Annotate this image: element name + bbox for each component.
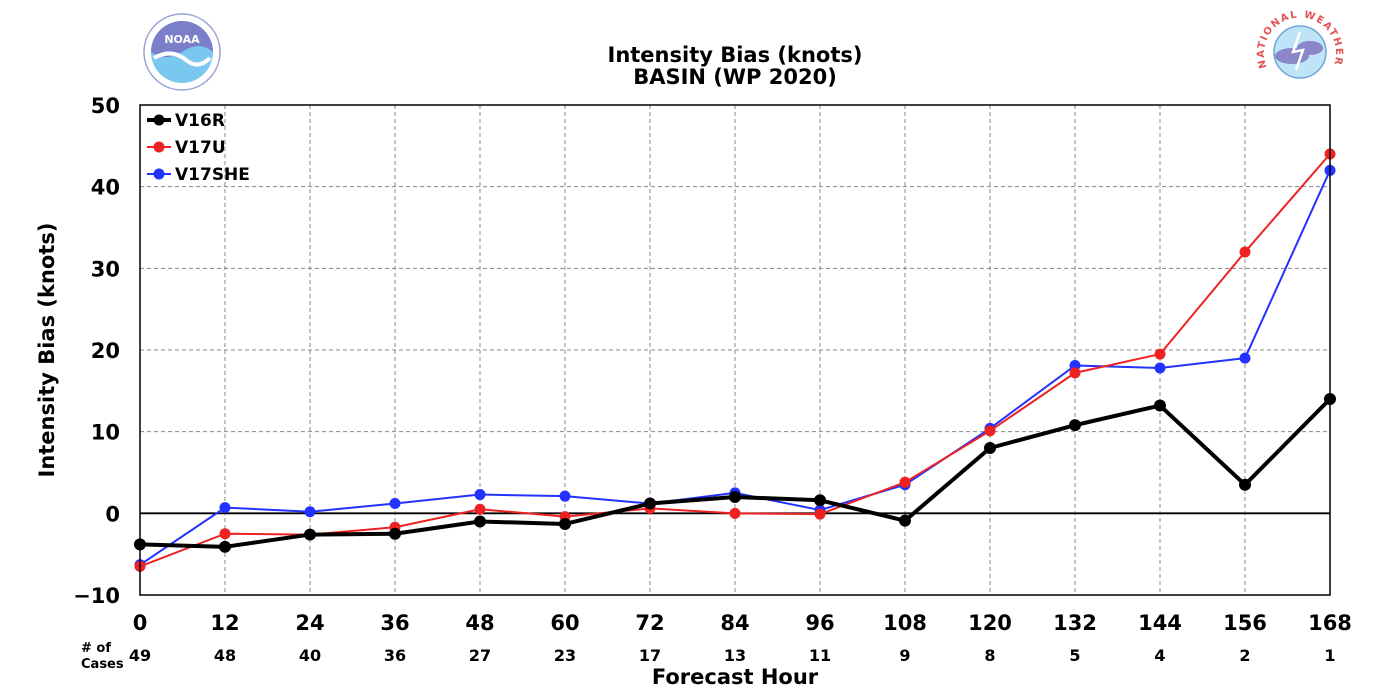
plot-frame — [139, 104, 1331, 596]
y-tick-label: 10 — [91, 421, 120, 445]
data-point-v16r — [814, 494, 826, 507]
y-tick-label: 50 — [91, 94, 120, 118]
x-tick-label: 72 — [635, 611, 664, 635]
chart-subtitle: BASIN (WP 2020) — [633, 65, 837, 89]
cases-count: 49 — [129, 646, 151, 665]
cases-row: 49 48 40 36 27 23 17 13 11 9 8 5 4 2 1 — [129, 646, 1336, 665]
data-point-v17u — [474, 503, 486, 515]
y-tick-label: 20 — [91, 339, 120, 363]
noaa-logo-icon: NOAA — [143, 13, 221, 91]
x-tick-label: 12 — [210, 611, 239, 635]
y-tick-label: −10 — [73, 584, 120, 608]
x-tick-label: 48 — [465, 611, 494, 635]
cases-count: 27 — [469, 646, 491, 665]
data-point-v17she — [304, 506, 316, 518]
data-point-v17u — [814, 508, 826, 520]
data-point-v16r — [644, 497, 656, 510]
data-point-v17u — [219, 528, 231, 540]
data-point-v17she — [219, 502, 231, 514]
y-tick-label: 40 — [91, 176, 120, 200]
data-point-v17she — [1154, 362, 1166, 374]
data-point-v17she — [474, 489, 486, 501]
noaa-logo-text: NOAA — [164, 33, 200, 46]
x-tick-label: 60 — [550, 611, 579, 635]
cases-count: 40 — [299, 646, 321, 665]
y-tick-label: 0 — [105, 502, 120, 526]
cases-count: 48 — [214, 646, 236, 665]
y-tick-label: 30 — [91, 257, 120, 281]
cases-count: 17 — [639, 646, 661, 665]
cases-count: 5 — [1069, 646, 1080, 665]
legend-marker-v17she — [153, 168, 165, 180]
cases-count: 8 — [984, 646, 995, 665]
x-tick-label: 84 — [720, 611, 749, 635]
x-tick-label: 108 — [883, 611, 927, 635]
legend-marker-v17u — [153, 141, 165, 153]
data-point-v17u — [899, 476, 911, 488]
data-point-v16r — [219, 540, 231, 553]
data-point-v17u — [984, 425, 996, 437]
x-tick-label: 156 — [1223, 611, 1267, 635]
data-point-v17she — [1239, 352, 1251, 364]
grid-lines — [140, 105, 1330, 595]
x-tick-label: 144 — [1138, 611, 1182, 635]
cases-count: 4 — [1154, 646, 1165, 665]
legend-label-v17u: V17U — [175, 138, 226, 158]
cases-count: 13 — [724, 646, 746, 665]
chart-title: Intensity Bias (knots) — [608, 43, 863, 67]
x-tick-label: 168 — [1308, 611, 1352, 635]
cases-count: 1 — [1324, 646, 1335, 665]
y-axis-label: Intensity Bias (knots) — [35, 223, 59, 478]
data-series — [134, 148, 1336, 572]
x-tick-label: 132 — [1053, 611, 1097, 635]
data-point-v16r — [389, 527, 401, 540]
legend-label-v16r: V16R — [175, 111, 225, 131]
y-tick-labels: 50 40 30 20 10 0 −10 — [73, 94, 120, 608]
x-tick-label: 0 — [133, 611, 148, 635]
cases-count: 36 — [384, 646, 406, 665]
x-tick-label: 24 — [295, 611, 324, 635]
data-point-v17u — [1069, 367, 1081, 379]
legend-marker-v16r — [153, 114, 165, 126]
data-point-v16r — [1239, 478, 1251, 491]
legend-label-v17she: V17SHE — [175, 165, 250, 185]
legend: V16R V17U V17SHE — [147, 111, 250, 185]
data-point-v16r — [899, 514, 911, 527]
data-point-v17she — [559, 490, 571, 502]
x-tick-label: 120 — [968, 611, 1012, 635]
data-point-v17she — [389, 498, 401, 510]
x-tick-labels: 0 12 24 36 48 60 72 84 96 108 120 132 144 156 168 — [133, 611, 1352, 635]
series-v16r — [134, 393, 1336, 553]
data-point-v16r — [304, 528, 316, 541]
cases-count: 9 — [899, 646, 910, 665]
x-tick-label: 96 — [805, 611, 834, 635]
data-point-v16r — [984, 442, 996, 454]
cases-count: 2 — [1239, 646, 1250, 665]
data-point-v16r — [1154, 399, 1166, 412]
x-axis-label: Forecast Hour — [652, 665, 819, 689]
data-point-v17u — [1154, 348, 1166, 360]
cases-header-line2: Cases — [81, 657, 124, 672]
data-point-v16r — [1069, 419, 1081, 432]
data-point-v17u — [729, 507, 741, 519]
cases-count: 11 — [809, 646, 831, 665]
data-point-v16r — [729, 491, 741, 503]
x-tick-label: 36 — [380, 611, 409, 635]
cases-count: 23 — [554, 646, 576, 665]
data-point-v17u — [1239, 246, 1251, 258]
data-point-v16r — [559, 517, 571, 530]
cases-header-line1: # of — [81, 641, 111, 656]
data-point-v16r — [474, 515, 486, 528]
